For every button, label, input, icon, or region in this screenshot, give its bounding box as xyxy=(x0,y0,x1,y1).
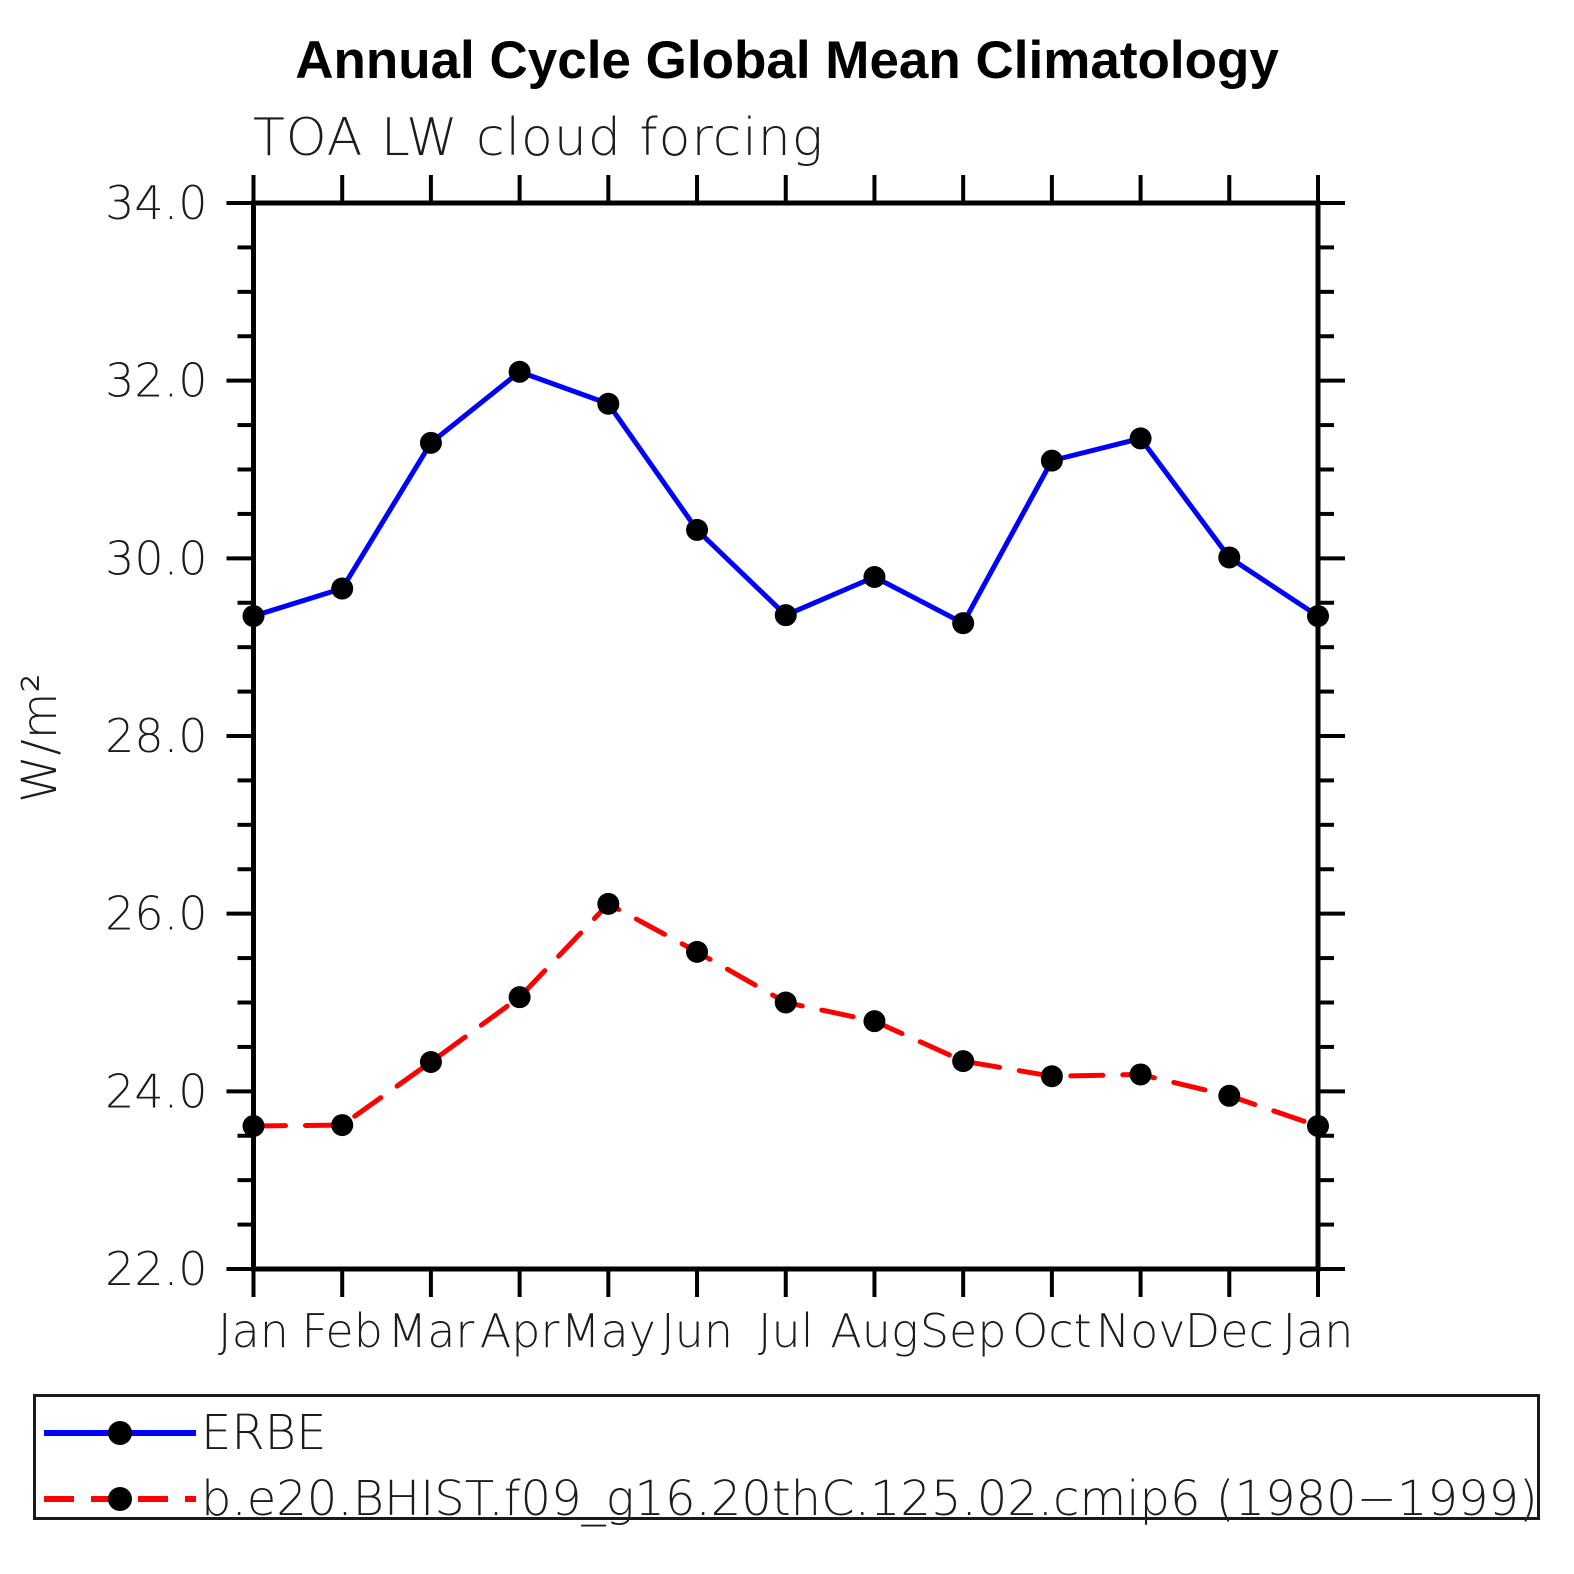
data-point-marker xyxy=(774,991,797,1014)
x-tick-label: May xyxy=(561,1304,656,1358)
y-tick-label: 28.0 xyxy=(105,709,207,763)
plot-frame xyxy=(251,200,1321,1272)
data-point-marker xyxy=(508,360,531,383)
chart-title: Annual Cycle Global Mean Climatology xyxy=(295,31,1279,90)
data-point-marker xyxy=(1040,449,1063,472)
data-point-marker xyxy=(952,1050,975,1073)
data-point-marker xyxy=(331,577,354,600)
data-point-marker xyxy=(1129,427,1152,450)
x-tick-label: Oct xyxy=(1012,1304,1092,1358)
data-point-marker xyxy=(331,1114,354,1137)
x-tick-label: Nov xyxy=(1096,1304,1186,1358)
data-point-marker xyxy=(686,518,709,541)
x-tick-label: Sep xyxy=(920,1304,1007,1358)
chart-subtitle: TOA LW cloud forcing xyxy=(253,108,824,168)
data-point-marker xyxy=(597,392,620,415)
data-point-marker xyxy=(1040,1065,1063,1088)
x-tick-label: Apr xyxy=(480,1304,560,1358)
data-point-marker xyxy=(1218,546,1241,569)
x-tick-label: Dec xyxy=(1185,1304,1274,1358)
data-point-marker xyxy=(774,604,797,627)
legend-marker-dot xyxy=(108,1421,132,1445)
x-tick-label: Jan xyxy=(1283,1304,1354,1358)
legend-item-erbe: ERBE xyxy=(36,1403,1537,1463)
x-tick-label: Jul xyxy=(758,1304,814,1358)
data-point-marker xyxy=(863,565,886,588)
data-point-marker xyxy=(508,986,531,1009)
legend-label-model: b.e20.BHIST.f09_g16.20thC.125.02.cmip6 (… xyxy=(201,1471,1538,1527)
series-line-model xyxy=(251,901,1321,1129)
y-tick-label: 26.0 xyxy=(105,887,207,941)
x-tick-label: Jun xyxy=(661,1304,733,1358)
y-tick-label: 32.0 xyxy=(105,354,207,408)
legend-marker-dot xyxy=(108,1487,132,1511)
legend-box: ERBE b.e20.BHIST.f09_g16.20thC.125.02.cm… xyxy=(33,1394,1540,1527)
data-point-marker xyxy=(1218,1084,1241,1107)
data-point-marker xyxy=(1129,1063,1152,1086)
data-point-marker xyxy=(863,1010,886,1033)
legend-sample-dashed-line xyxy=(44,1487,196,1511)
y-tick-label: 34.0 xyxy=(105,176,207,230)
y-tick-label: 24.0 xyxy=(105,1064,207,1118)
y-tick-label: 30.0 xyxy=(105,531,207,585)
data-point-marker xyxy=(242,605,265,628)
legend-sample-solid-line xyxy=(44,1421,196,1445)
series-line-erbe xyxy=(251,369,1321,626)
data-point-marker xyxy=(686,940,709,963)
data-point-marker xyxy=(419,1051,442,1074)
data-point-marker xyxy=(1307,605,1329,628)
legend-item-model: b.e20.BHIST.f09_g16.20thC.125.02.cmip6 (… xyxy=(36,1469,1538,1529)
data-point-marker xyxy=(1307,1114,1329,1137)
x-tick-label: Feb xyxy=(301,1304,382,1358)
y-tick-label: 22.0 xyxy=(105,1242,207,1296)
data-point-marker xyxy=(419,431,442,454)
data-point-marker xyxy=(952,612,975,635)
x-tick-label: Jan xyxy=(218,1304,289,1358)
x-tick-label: Mar xyxy=(388,1304,475,1358)
x-tick-label: Aug xyxy=(830,1304,918,1358)
legend-label-erbe: ERBE xyxy=(201,1405,327,1461)
data-point-marker xyxy=(242,1114,265,1137)
data-point-marker xyxy=(597,892,620,915)
